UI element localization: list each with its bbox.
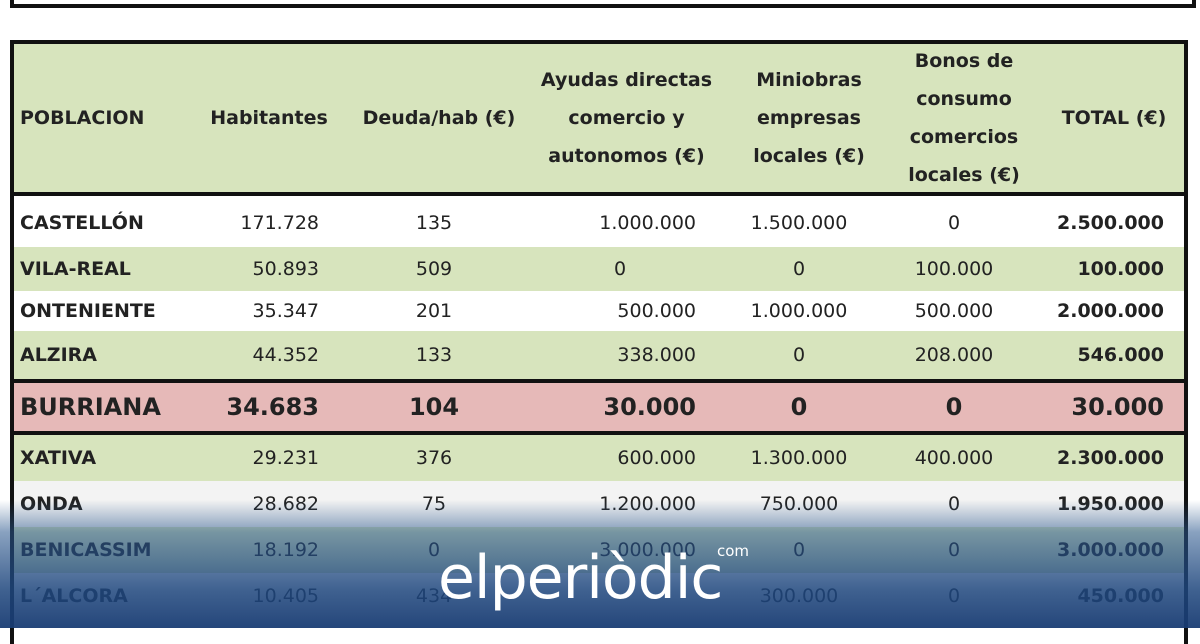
header-deuda: Deuda/hab (€) bbox=[362, 107, 516, 129]
cell-ayudas: 0 bbox=[614, 258, 627, 280]
cell-total: 2.000.000 bbox=[1057, 300, 1164, 322]
cell-habitantes: 50.893 bbox=[252, 258, 319, 280]
cell-poblacion: L´ALCORA bbox=[20, 585, 128, 607]
cell-ayudas: 500.000 bbox=[617, 300, 696, 322]
cell-miniobras: 0 bbox=[792, 258, 806, 280]
cell-bonos: 400.000 bbox=[914, 447, 994, 469]
cell-habitantes: 18.192 bbox=[252, 539, 319, 561]
cell-bonos: 0 bbox=[947, 539, 961, 561]
cell-total: 1.950.000 bbox=[1057, 493, 1164, 515]
cell-deuda: 135 bbox=[415, 212, 453, 234]
cell-miniobras: 0 bbox=[792, 539, 806, 561]
cell-ayudas: 338.000 bbox=[617, 344, 696, 366]
cell-habitantes: 44.352 bbox=[252, 344, 319, 366]
cell-habitantes: 28.682 bbox=[252, 493, 319, 515]
table-row-highlight: BURRIANA 34.683 104 30.000 0 0 30.000 bbox=[14, 379, 1184, 435]
cell-total: 2.500.000 bbox=[1057, 212, 1164, 234]
cell-habitantes: 171.728 bbox=[240, 212, 319, 234]
cell-deuda: 75 bbox=[421, 493, 447, 515]
cell-total: 450.000 bbox=[1077, 585, 1164, 607]
cell-total: 100.000 bbox=[1077, 258, 1164, 280]
cell-bonos: 0 bbox=[947, 212, 961, 234]
cell-miniobras: 0 bbox=[790, 393, 808, 421]
watermark-brand: elperiòdic bbox=[438, 543, 723, 613]
cell-total: 3.000.000 bbox=[1057, 539, 1164, 561]
cell-ayudas: 1.200.000 bbox=[599, 493, 696, 515]
cell-poblacion: BURRIANA bbox=[20, 393, 161, 421]
cell-deuda: 104 bbox=[408, 393, 460, 421]
table-row: ONTENIENTE 35.347 201 500.000 1.000.000 … bbox=[14, 291, 1184, 331]
cell-habitantes: 29.231 bbox=[252, 447, 319, 469]
cell-bonos: 0 bbox=[947, 585, 961, 607]
cell-ayudas: 1.000.000 bbox=[599, 212, 696, 234]
header-miniobras: Miniobras empresas locales (€) bbox=[753, 69, 865, 167]
cell-habitantes: 34.683 bbox=[226, 393, 319, 421]
header-total: TOTAL (€) bbox=[1061, 107, 1167, 129]
cell-poblacion: VILA-REAL bbox=[20, 258, 131, 280]
cell-ayudas: 600.000 bbox=[617, 447, 696, 469]
cell-miniobras: 1.500.000 bbox=[750, 212, 848, 234]
cell-deuda: 133 bbox=[415, 344, 453, 366]
cell-miniobras: 1.000.000 bbox=[750, 300, 848, 322]
watermark-logo: elperiòdic com bbox=[438, 538, 749, 613]
cell-bonos: 100.000 bbox=[914, 258, 994, 280]
cell-total: 30.000 bbox=[1071, 393, 1164, 421]
header-habitantes: Habitantes bbox=[210, 107, 328, 129]
cell-bonos: 0 bbox=[945, 393, 963, 421]
table-row: ALZIRA 44.352 133 338.000 0 208.000 546.… bbox=[14, 331, 1184, 379]
cell-habitantes: 10.405 bbox=[252, 585, 319, 607]
cell-miniobras: 300.000 bbox=[759, 585, 839, 607]
cell-deuda: 509 bbox=[415, 258, 453, 280]
cell-bonos: 500.000 bbox=[914, 300, 994, 322]
cell-deuda: 201 bbox=[415, 300, 453, 322]
cell-ayudas: 30.000 bbox=[603, 393, 696, 421]
cell-habitantes: 35.347 bbox=[252, 300, 319, 322]
header-ayudas: Ayudas directas comercio y autonomos (€) bbox=[540, 69, 713, 167]
cell-poblacion: ONDA bbox=[20, 493, 83, 515]
top-box-border bbox=[10, 0, 1196, 8]
cell-miniobras: 0 bbox=[792, 344, 806, 366]
table-header: POBLACION Habitantes Deuda/hab (€) Ayuda… bbox=[14, 44, 1184, 196]
cell-miniobras: 1.300.000 bbox=[750, 447, 848, 469]
cell-bonos: 0 bbox=[947, 493, 961, 515]
header-bonos: Bonos de consumo comercios locales (€) bbox=[908, 50, 1020, 186]
table-row: ONDA 28.682 75 1.200.000 750.000 0 1.950… bbox=[14, 481, 1184, 527]
table-row: XATIVA 29.231 376 600.000 1.300.000 400.… bbox=[14, 435, 1184, 481]
table-row: CASTELLÓN 171.728 135 1.000.000 1.500.00… bbox=[14, 199, 1184, 247]
cell-bonos: 208.000 bbox=[914, 344, 994, 366]
cell-poblacion: XATIVA bbox=[20, 447, 97, 469]
cell-poblacion: ONTENIENTE bbox=[20, 300, 156, 322]
header-poblacion: POBLACION bbox=[20, 107, 145, 129]
cell-poblacion: BENICASSIM bbox=[20, 539, 152, 561]
cell-total: 2.300.000 bbox=[1057, 447, 1164, 469]
cell-miniobras: 750.000 bbox=[759, 493, 839, 515]
cell-poblacion: ALZIRA bbox=[20, 344, 97, 366]
table-row: VILA-REAL 50.893 509 0 0 100.000 100.000 bbox=[14, 247, 1184, 291]
cell-total: 546.000 bbox=[1077, 344, 1164, 366]
cell-poblacion: CASTELLÓN bbox=[20, 212, 144, 234]
cell-deuda: 376 bbox=[415, 447, 453, 469]
watermark-suffix: com bbox=[717, 542, 750, 560]
